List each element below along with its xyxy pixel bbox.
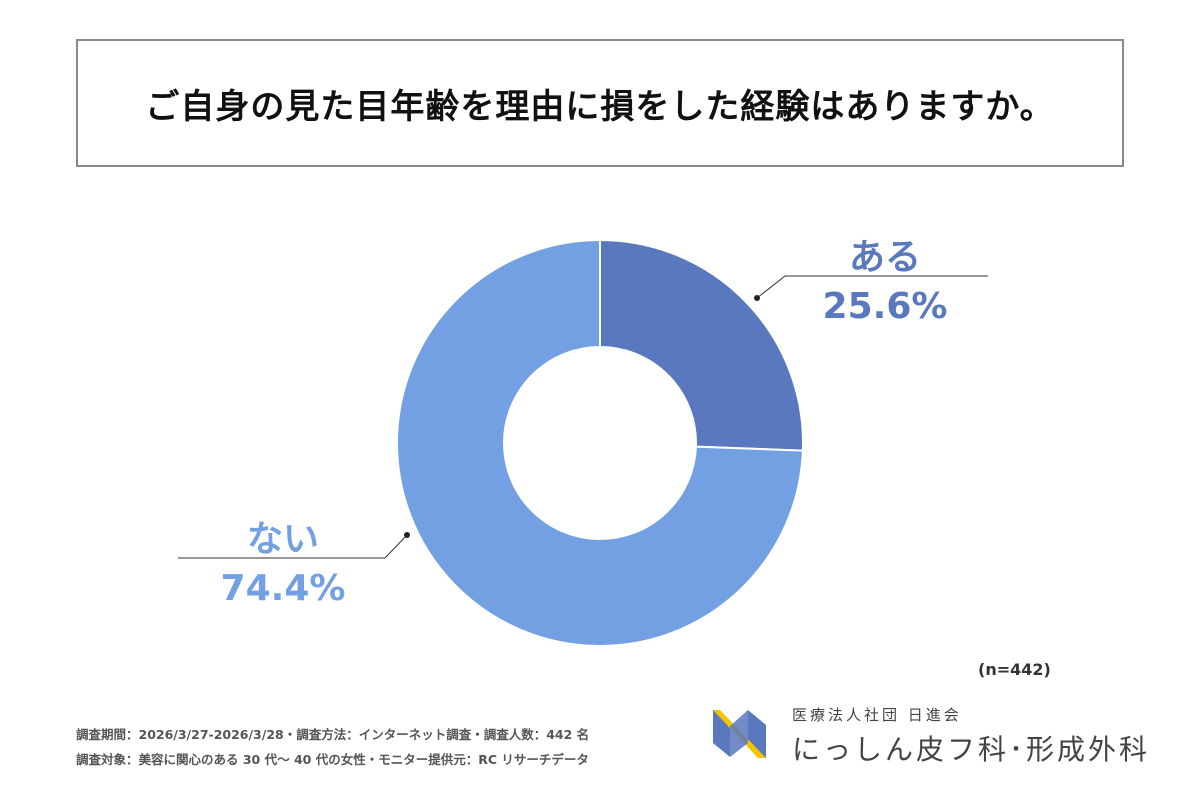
clinic-logo-icon: [713, 710, 766, 758]
value-label: 74.4%: [220, 568, 346, 609]
chart-title: ご自身の見た目年齢を理由に損をした経験はありますか。: [145, 86, 1055, 127]
label-aru: ある 25.6%: [800, 228, 970, 327]
clinic-org: 医療法人社団 日進会: [792, 706, 962, 724]
leader-line-0: [756, 275, 988, 299]
slice-1: [396, 238, 804, 647]
leader-dot-1: [404, 532, 410, 538]
leader-line-1: [178, 534, 408, 559]
title-box: ご自身の見た目年齢を理由に損をした経験はありますか。: [76, 39, 1124, 167]
survey-info-2: 調査対象：美容に関心のある 30 代〜 40 代の女性・モニター提供元：RC リ…: [76, 752, 589, 767]
label-nai: ない 74.4%: [198, 510, 368, 609]
category-label: ない: [246, 519, 319, 560]
leader-dot-0: [754, 295, 760, 301]
category-label: ある: [848, 237, 921, 278]
slice-0: [599, 238, 804, 452]
survey-info-1: 調査期間：2026/3/27-2026/3/28・調査方法：インターネット調査・…: [76, 727, 590, 742]
value-label: 25.6%: [822, 286, 948, 327]
clinic-name: にっしん皮フ科･形成外科: [792, 733, 1151, 766]
sample-size: (n=442): [978, 660, 1051, 679]
